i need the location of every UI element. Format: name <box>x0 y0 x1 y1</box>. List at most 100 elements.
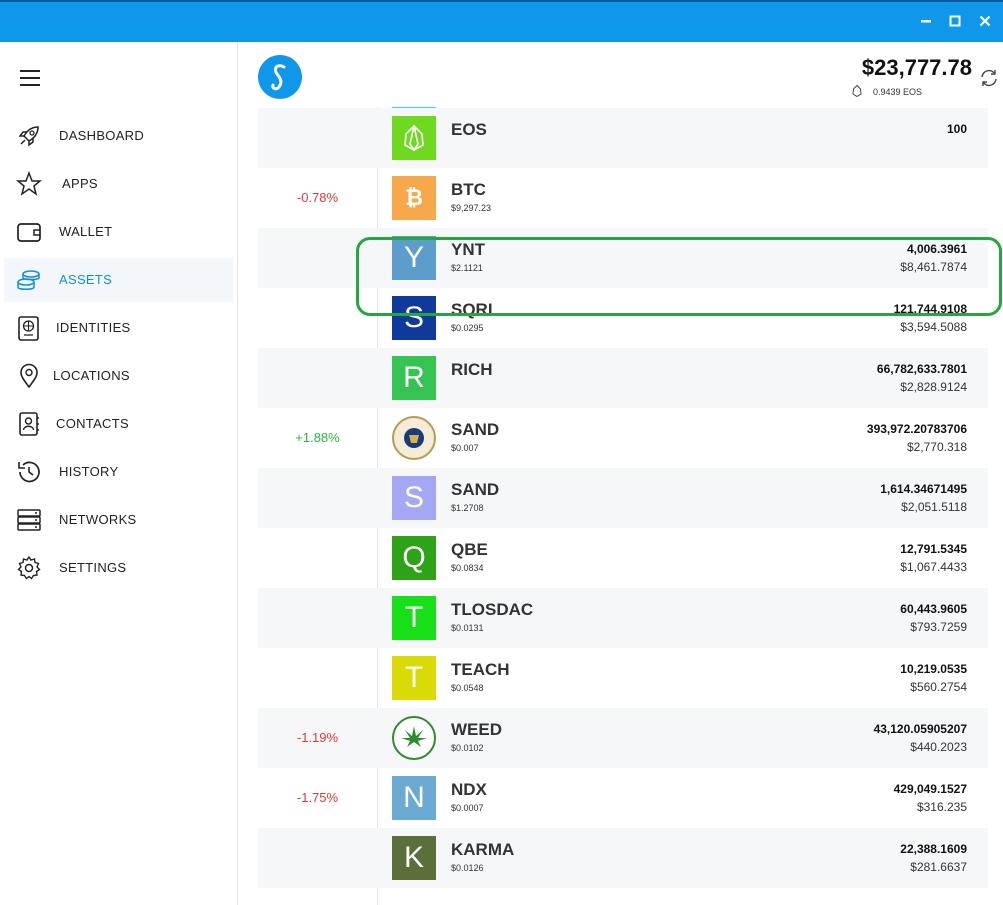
asset-row[interactable]: -1.19% WEED $0.0102 43,120.05905207 $440.202… <box>258 708 988 768</box>
token-icon: S <box>392 476 436 520</box>
nav-label-networks: NETWORKS <box>59 512 137 527</box>
gear-icon <box>17 555 41 580</box>
token-icon: T <box>392 656 436 700</box>
nav-item-history[interactable]: HISTORY <box>4 450 233 494</box>
nav-label-wallet: WALLET <box>59 224 113 239</box>
asset-change: -0.78% <box>296 190 339 205</box>
nav-label-history: HISTORY <box>59 464 119 479</box>
token-symbol: BTC <box>451 180 486 199</box>
maximize-icon <box>949 15 961 27</box>
token-icon: K <box>392 836 436 880</box>
token-value: $2,770.318 <box>906 440 967 454</box>
nav-label-identities: IDENTITIES <box>56 320 131 335</box>
nav-item-locations[interactable]: LOCATIONS <box>4 354 233 398</box>
token-price: $0.0131 <box>451 623 484 633</box>
star-icon <box>16 171 42 196</box>
token-amount: 429,049.1527 <box>893 782 967 796</box>
nav-item-dashboard[interactable]: DASHBOARD <box>4 114 233 158</box>
nav-label-assets: ASSETS <box>59 272 113 287</box>
nav-label-contacts: CONTACTS <box>56 416 129 431</box>
nav-item-wallet[interactable]: WALLET <box>4 210 233 254</box>
token-icon: R <box>392 356 436 400</box>
token-icon <box>392 116 436 160</box>
asset-change: +1.88% <box>295 430 340 445</box>
asset-change: -1.19% <box>296 730 339 745</box>
asset-row[interactable]: -0.78% ₿ BTC $9,297.23 <box>258 168 988 228</box>
token-amount: 66,782,633.7801 <box>876 362 967 376</box>
token-price: $2.1121 <box>451 263 483 273</box>
rocket-icon <box>18 126 39 147</box>
token-icon <box>392 416 436 460</box>
token-symbol: SAND <box>451 420 500 439</box>
minimize-icon <box>921 20 931 23</box>
address-book-icon <box>19 412 39 436</box>
token-amount: 22,388.1609 <box>900 842 967 856</box>
token-symbol: TLOSDAC <box>451 600 534 619</box>
token-icon: ₿ <box>392 176 436 220</box>
token-price: $0.007 <box>451 443 479 453</box>
history-icon <box>18 461 40 483</box>
nav-label-dashboard: DASHBOARD <box>59 128 145 143</box>
token-symbol: RICH <box>451 360 493 379</box>
location-pin-icon <box>20 363 38 389</box>
token-icon: N <box>392 776 436 820</box>
token-symbol: SAND <box>451 480 500 499</box>
nav-item-settings[interactable]: SETTINGS <box>4 546 233 590</box>
nav-item-apps[interactable]: APPS <box>4 162 233 206</box>
nav-item-identities[interactable]: IDENTITIES <box>4 306 233 350</box>
token-value: $2,828.9124 <box>900 380 967 394</box>
token-value: $3,594.5088 <box>900 320 967 334</box>
token-icon: T <box>392 596 436 640</box>
refresh-icon[interactable] <box>978 67 1000 89</box>
close-icon <box>979 15 991 27</box>
maximize-button[interactable] <box>945 11 965 31</box>
token-symbol: YNT <box>451 240 485 259</box>
token-amount: 393,972.20783706 <box>866 422 967 436</box>
menu-hamburger-icon[interactable] <box>20 70 40 86</box>
asset-row[interactable]: -1.75% N NDX $0.0007 429,049.1527 $316.235 <box>258 768 988 828</box>
nav-item-contacts[interactable]: CONTACTS <box>4 402 233 446</box>
minimize-button[interactable] <box>916 11 936 31</box>
scatter-logo <box>258 55 302 99</box>
asset-row[interactable]: T TLOSDAC $0.0131 60,443.9605 $793.7259 <box>258 588 988 648</box>
token-amount: 60,443.9605 <box>900 602 967 616</box>
close-button[interactable] <box>975 11 995 31</box>
asset-row[interactable]: K KARMA $0.0126 22,388.1609 $281.6637 <box>258 828 988 888</box>
token-symbol: QBE <box>451 540 488 559</box>
token-icon: S <box>392 296 436 340</box>
token-amount: 12,791.5345 <box>900 542 967 556</box>
asset-row[interactable]: T TEACH $0.0548 10,219.0535 $560.2754 <box>258 648 988 708</box>
token-value: $1,067.4433 <box>900 560 967 574</box>
token-amount: 10,219.0535 <box>900 662 967 676</box>
asset-row[interactable]: Q QBE $0.0834 12,791.5345 $1,067.4433 <box>258 528 988 588</box>
asset-row[interactable]: S SQRL $0.0295 121,744.9108 $3,594.5088 <box>258 288 988 348</box>
token-symbol: TEACH <box>451 660 510 679</box>
sidebar: DASHBOARD APPS WALLET ASSETS IDENTITIES … <box>0 42 238 905</box>
token-price: $0.0007 <box>451 803 484 813</box>
eos-balance: 0.9439 EOS <box>872 87 922 97</box>
token-value: $440.2023 <box>910 740 967 754</box>
nav-item-networks[interactable]: NETWORKS <box>4 498 233 542</box>
token-price: $9,297.23 <box>451 203 492 213</box>
token-symbol: WEED <box>451 720 502 739</box>
total-balance: $23,777.78 <box>861 55 972 80</box>
asset-row[interactable]: +1.88% SAND $0.007 393,972.20783706 $2,770.3… <box>258 408 988 468</box>
token-value: $2,051.5118 <box>901 500 967 514</box>
token-value: $793.7259 <box>910 620 967 634</box>
wallet-icon <box>17 223 41 242</box>
token-amount: 1,614.34671495 <box>880 482 967 496</box>
nav-label-locations: LOCATIONS <box>53 368 130 383</box>
asset-row[interactable]: R RICH 66,782,633.7801 $2,828.9124 <box>258 348 988 408</box>
asset-row[interactable]: EOS 100 <box>258 108 988 168</box>
token-amount: 121,744.9108 <box>893 302 967 316</box>
nav-label-settings: SETTINGS <box>59 560 127 575</box>
token-icon: Y <box>392 236 436 280</box>
eos-small-icon <box>852 85 862 97</box>
token-icon: Q <box>392 536 436 580</box>
token-amount: 4,006.3961 <box>906 242 967 256</box>
asset-row[interactable]: S SAND $1.2708 1,614.34671495 $2,051.5118 <box>258 468 988 528</box>
assets-panel: $23,777.78 0.9439 EOS EOS 100 -0.78% ₿ BTC $9… <box>239 42 1003 905</box>
nav-item-assets[interactable]: ASSETS <box>4 258 233 302</box>
token-price: $0.0126 <box>451 863 484 873</box>
server-icon <box>17 509 41 531</box>
